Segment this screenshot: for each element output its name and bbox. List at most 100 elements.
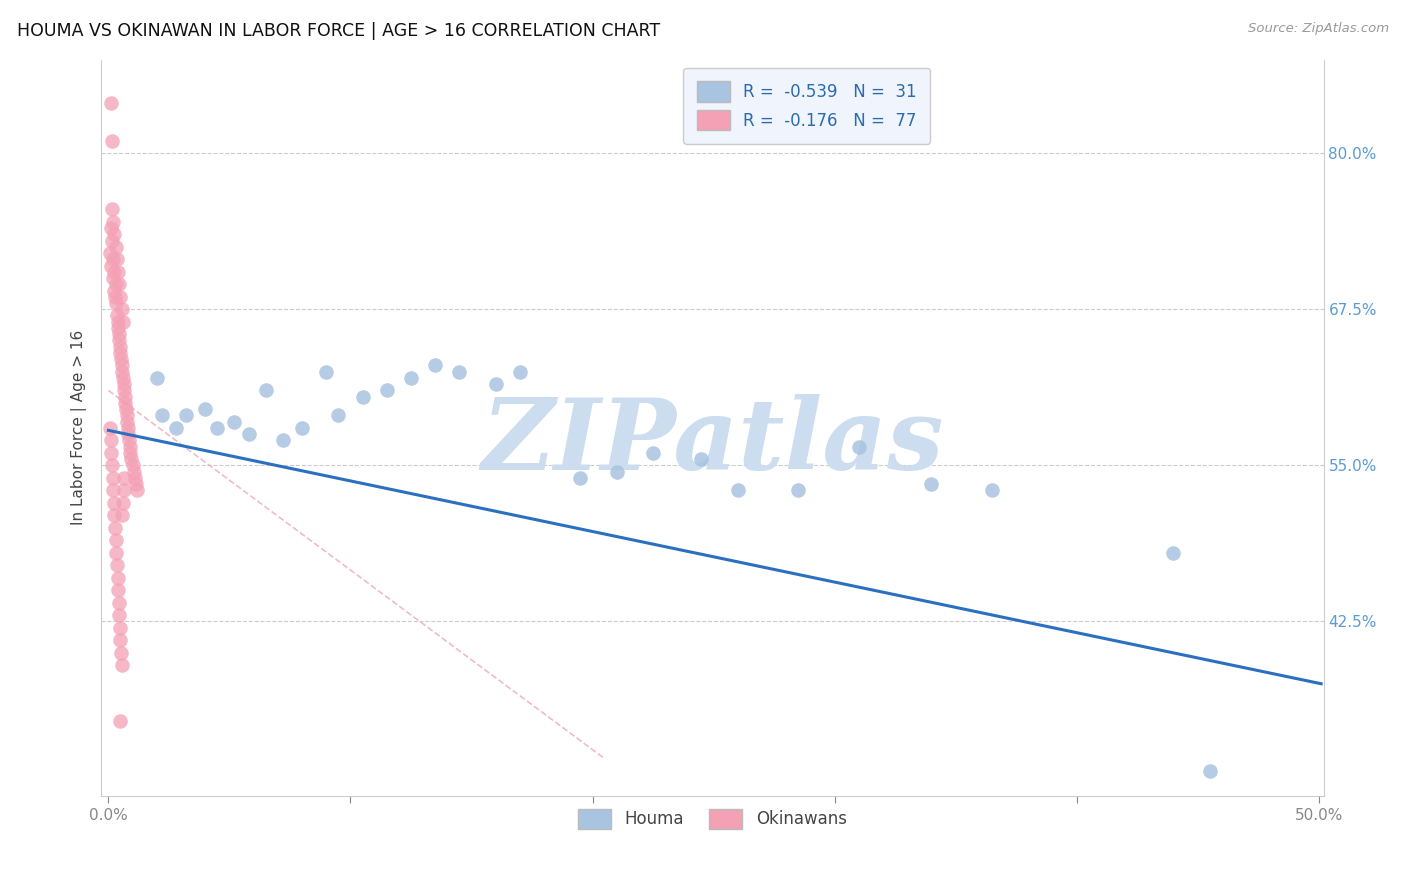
- Point: [114, 396, 136, 410]
- Point: [114, 390, 136, 404]
- Point: [100, 434, 122, 448]
- Point: [120, 452, 142, 467]
- Point: [104, 290, 127, 304]
- Point: [100, 96, 122, 111]
- Point: [641, 446, 664, 460]
- Point: [328, 409, 350, 423]
- Point: [111, 658, 134, 673]
- Point: [146, 371, 169, 385]
- Point: [101, 458, 124, 473]
- Point: [104, 277, 127, 292]
- Point: [103, 215, 125, 229]
- Point: [104, 240, 127, 254]
- Point: [122, 465, 145, 479]
- Legend: Houma, Okinawans: Houma, Okinawans: [571, 802, 853, 836]
- Point: [112, 483, 135, 498]
- Point: [1198, 764, 1220, 778]
- Point: [98, 246, 121, 260]
- Point: [105, 252, 128, 267]
- Point: [111, 359, 134, 373]
- Point: [110, 346, 132, 360]
- Point: [127, 483, 149, 498]
- Point: [117, 427, 139, 442]
- Point: [103, 227, 125, 242]
- Point: [108, 334, 131, 348]
- Point: [112, 471, 135, 485]
- Point: [110, 646, 132, 660]
- Point: [111, 371, 134, 385]
- Point: [485, 377, 508, 392]
- Point: [107, 583, 129, 598]
- Point: [787, 483, 810, 498]
- Point: [238, 427, 260, 442]
- Point: [111, 302, 134, 317]
- Point: [111, 315, 134, 329]
- Point: [100, 446, 122, 460]
- Point: [107, 321, 129, 335]
- Point: [224, 415, 246, 429]
- Point: [100, 221, 122, 235]
- Point: [103, 508, 125, 523]
- Point: [107, 315, 129, 329]
- Text: ZIPatlas: ZIPatlas: [481, 394, 943, 491]
- Point: [105, 546, 128, 560]
- Point: [104, 533, 127, 548]
- Point: [111, 365, 134, 379]
- Point: [174, 409, 197, 423]
- Point: [108, 277, 131, 292]
- Text: Source: ZipAtlas.com: Source: ZipAtlas.com: [1249, 22, 1389, 36]
- Point: [101, 134, 124, 148]
- Point: [727, 483, 749, 498]
- Point: [690, 452, 713, 467]
- Text: HOUMA VS OKINAWAN IN LABOR FORCE | AGE > 16 CORRELATION CHART: HOUMA VS OKINAWAN IN LABOR FORCE | AGE >…: [17, 22, 659, 40]
- Point: [118, 434, 141, 448]
- Point: [114, 402, 136, 417]
- Point: [315, 365, 337, 379]
- Point: [509, 365, 531, 379]
- Point: [207, 421, 229, 435]
- Point: [108, 608, 131, 623]
- Point: [107, 265, 129, 279]
- Point: [103, 252, 125, 267]
- Point: [103, 496, 125, 510]
- Point: [118, 440, 141, 454]
- Point: [165, 421, 187, 435]
- Point: [111, 508, 134, 523]
- Point: [1163, 546, 1185, 560]
- Point: [101, 234, 124, 248]
- Point: [112, 377, 135, 392]
- Point: [569, 471, 592, 485]
- Point: [150, 409, 173, 423]
- Point: [110, 290, 132, 304]
- Point: [375, 384, 398, 398]
- Point: [449, 365, 471, 379]
- Point: [115, 409, 138, 423]
- Point: [100, 259, 122, 273]
- Point: [125, 477, 148, 491]
- Point: [194, 402, 217, 417]
- Point: [110, 714, 132, 729]
- Point: [399, 371, 422, 385]
- Point: [103, 284, 125, 298]
- Point: [103, 265, 125, 279]
- Point: [120, 446, 142, 460]
- Point: [920, 477, 942, 491]
- Point: [107, 327, 129, 342]
- Point: [112, 384, 135, 398]
- Point: [105, 558, 128, 573]
- Point: [124, 471, 146, 485]
- Point: [117, 421, 139, 435]
- Point: [254, 384, 277, 398]
- Point: [105, 309, 128, 323]
- Point: [425, 359, 447, 373]
- Point: [291, 421, 314, 435]
- Point: [101, 271, 124, 285]
- Point: [103, 483, 125, 498]
- Point: [352, 390, 374, 404]
- Point: [108, 621, 131, 635]
- Point: [848, 440, 870, 454]
- Point: [121, 458, 143, 473]
- Point: [101, 202, 124, 217]
- Point: [111, 496, 134, 510]
- Point: [101, 471, 124, 485]
